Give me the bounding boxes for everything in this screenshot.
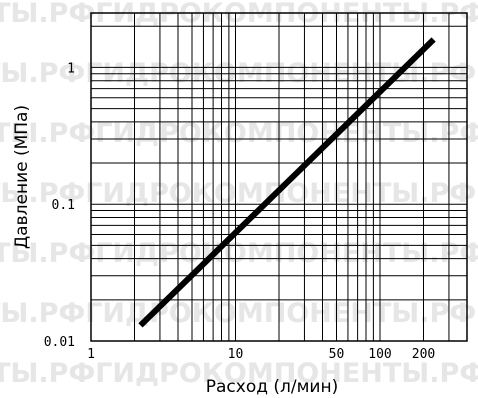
y-tick-label: 0.01 (44, 335, 75, 350)
y-tick-label: 1 (67, 61, 75, 76)
x-tick-label: 1 (87, 347, 95, 362)
x-tick-labels: 1 10 50 100 200 (87, 347, 435, 362)
y-axis-label: Давление (МПа) (12, 105, 32, 249)
watermark-text: ТЫ.РФГИДРОКОМПОНЕНТЫ.РФГИДРОКОМПОНЕНТЫ.Р… (0, 118, 478, 149)
y-tick-labels: 0.01 0.1 1 (44, 61, 75, 350)
series (138, 37, 436, 328)
x-tick-label: 200 (412, 347, 435, 362)
x-tick-label: 100 (368, 347, 391, 362)
x-tick-label: 50 (329, 347, 345, 362)
grid (90, 13, 468, 342)
plot-frame (90, 12, 468, 342)
x-axis-label: Расход (л/мин) (206, 377, 338, 397)
watermark-text: ТЫ.РФГИДРОКОМПОНЕНТЫ.РФГИДРОКОМПОНЕНТЫ.Р… (0, 298, 478, 329)
watermark-text: ТЫ.РФГИДРОКОМПОНЕНТЫ.РФГИДРОКОМПОНЕНТЫ.Р… (0, 238, 478, 269)
series-line (138, 37, 436, 328)
y-tick-label: 0.1 (52, 198, 75, 213)
watermark-text: ТЫ.РФГИДРОКОМПОНЕНТЫ.РФГИДРОКОМПОНЕНТЫ.Р… (0, 358, 478, 389)
watermark-text: ТЫ.РФГИДРОКОМПОНЕНТЫ.РФГИДРОКОМПОНЕНТЫ.Р… (0, 0, 478, 29)
x-tick-label: 10 (228, 347, 244, 362)
watermark: ТЫ.РФГИДРОКОМПОНЕНТЫ.РФГИДРОКОМПОНЕНТЫ.Р… (0, 0, 478, 389)
